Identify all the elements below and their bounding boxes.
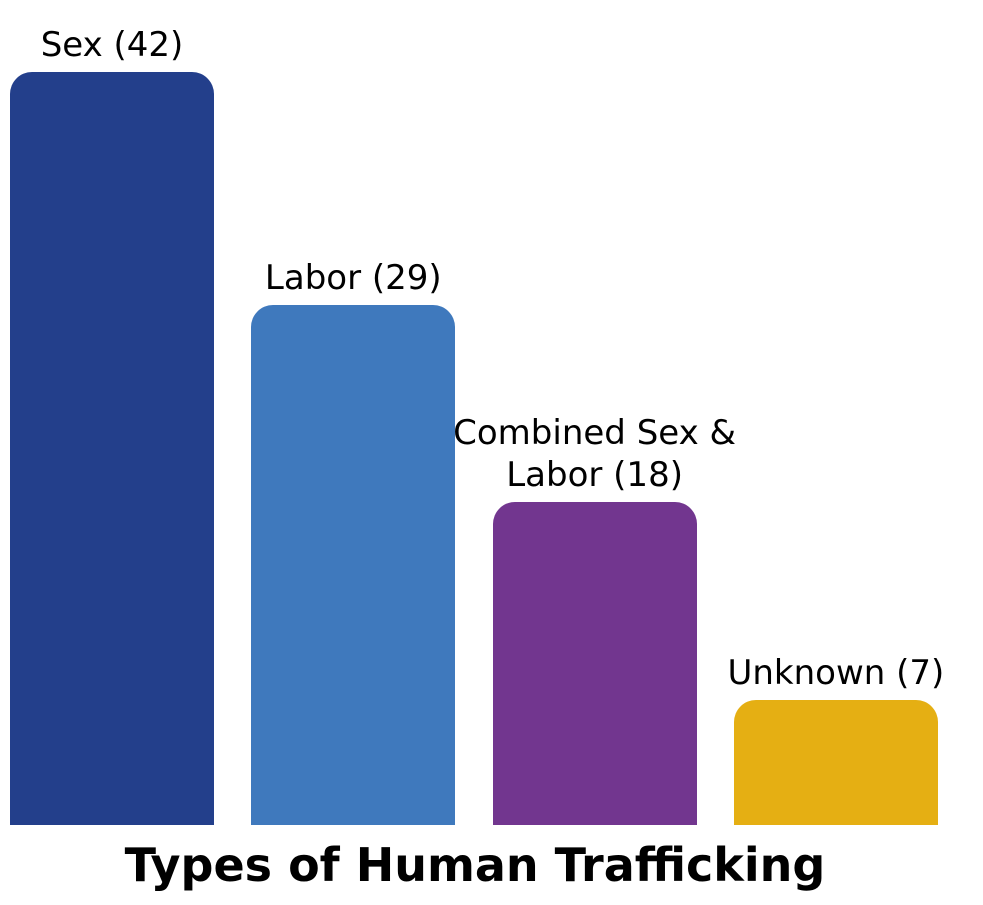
bar xyxy=(251,305,456,825)
value-label: Labor (29) xyxy=(264,258,442,299)
value-label: Sex (42) xyxy=(40,25,184,65)
bar xyxy=(733,699,938,825)
bar xyxy=(10,72,214,825)
bar xyxy=(492,502,697,825)
value-label: Unknown (7) xyxy=(727,652,945,693)
chart-title: Types of Human Trafficking xyxy=(124,838,826,892)
value-label: Combined Sex & Labor (18) xyxy=(453,413,737,496)
